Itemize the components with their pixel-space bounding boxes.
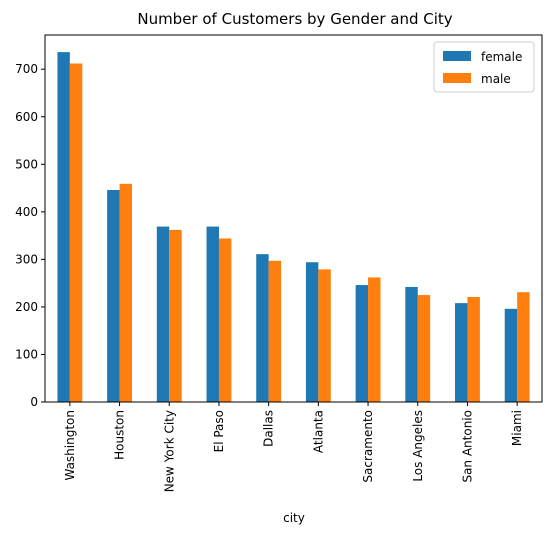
x-tick-label-1: Houston <box>113 410 127 460</box>
bar-female-1 <box>107 189 120 402</box>
y-tick-label-5: 500 <box>15 157 38 171</box>
plot-frame <box>44 34 543 403</box>
legend: female male <box>433 41 535 93</box>
bar-male-5 <box>318 269 331 402</box>
x-axis: Washington Houston New York City El Paso Dal… <box>63 402 524 492</box>
bar-female-7 <box>405 286 418 402</box>
x-tick-label-2: New York City <box>162 410 176 492</box>
x-tick-label-5: Atlanta <box>311 410 325 453</box>
y-axis: 0 100 200 300 400 500 600 700 <box>15 62 45 409</box>
y-tick-label-0: 0 <box>30 395 38 409</box>
x-tick-label-4: Dallas <box>262 410 276 447</box>
bar-female-6 <box>355 285 369 402</box>
y-tick-label-7: 700 <box>15 62 38 76</box>
chart-title: Number of Customers by Gender and City <box>137 10 452 28</box>
legend-label-male: male <box>481 72 511 86</box>
bar-female-5 <box>305 262 319 402</box>
bar-female-8 <box>455 303 468 402</box>
bar-female-2 <box>156 226 170 402</box>
x-tick-label-6: Sacramento <box>361 410 375 483</box>
x-tick-label-9: Miami <box>510 410 524 446</box>
bar-male-7 <box>417 295 431 402</box>
bars-group <box>57 52 530 403</box>
bar-male-2 <box>169 229 182 402</box>
x-tick-label-7: Los Angeles <box>411 410 425 482</box>
y-tick-label-2: 200 <box>15 300 38 314</box>
y-tick-label-1: 100 <box>15 347 38 361</box>
bar-male-8 <box>467 296 480 402</box>
legend-swatch-male <box>443 73 471 83</box>
bar-female-4 <box>256 254 269 402</box>
bar-male-1 <box>119 183 132 402</box>
bar-female-3 <box>206 226 219 402</box>
x-axis-label: city <box>283 511 305 525</box>
bar-male-6 <box>368 277 381 402</box>
legend-label-female: female <box>481 50 522 64</box>
x-tick-label-8: San Antonio <box>460 410 474 483</box>
y-tick-label-6: 600 <box>15 110 38 124</box>
bar-male-3 <box>218 238 232 402</box>
y-tick-label-3: 300 <box>15 252 38 266</box>
x-tick-label-3: El Paso <box>212 410 226 452</box>
bar-female-9 <box>504 308 518 402</box>
x-tick-label-0: Washington <box>63 410 77 481</box>
y-tick-label-4: 400 <box>15 205 38 219</box>
bar-male-4 <box>268 260 282 402</box>
bar-male-0 <box>69 63 83 403</box>
bar-male-9 <box>517 292 530 402</box>
legend-swatch-female <box>443 51 471 61</box>
bar-female-0 <box>57 52 70 403</box>
